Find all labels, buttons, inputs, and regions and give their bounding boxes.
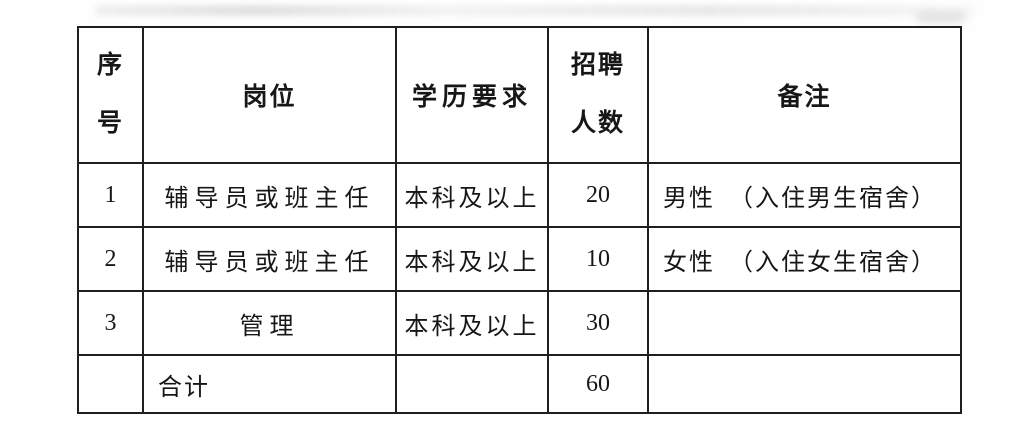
cell-remark: 女性 （入住女生宿舍）: [647, 226, 962, 292]
header-recruit-count-line2: 人数: [570, 110, 625, 137]
table-row-3: 3 管理 本科及以上 30: [77, 290, 962, 356]
recruitment-table: 序 号 岗位 学历要求 招聘 人数 备注 1 辅导员或班主任 本科及以上 20 …: [77, 26, 962, 414]
cell-education: [395, 354, 549, 414]
header-serial-line1: 序: [96, 52, 124, 79]
table-row-total: 合计 60: [77, 354, 962, 414]
cell-serial: 2: [77, 226, 144, 292]
cell-remark: [647, 290, 962, 356]
cell-serial: [77, 354, 144, 414]
cell-headcount: 20: [547, 162, 649, 228]
cell-serial: 1: [77, 162, 144, 228]
scan-artifact-top-right: [916, 12, 966, 24]
cell-headcount: 30: [547, 290, 649, 356]
header-serial-number: 序 号: [77, 26, 144, 164]
cell-position: 管理: [142, 290, 397, 356]
header-remark: 备注: [647, 26, 962, 164]
cell-education: 本科及以上: [395, 226, 549, 292]
cell-position: 辅导员或班主任: [142, 226, 397, 292]
cell-position: 辅导员或班主任: [142, 162, 397, 228]
cell-total-headcount: 60: [547, 354, 649, 414]
cell-education: 本科及以上: [395, 162, 549, 228]
header-education-requirement: 学历要求: [395, 26, 549, 164]
table-row-1: 1 辅导员或班主任 本科及以上 20 男性 （入住男生宿舍）: [77, 162, 962, 228]
cell-education: 本科及以上: [395, 290, 549, 356]
cell-remark: [647, 354, 962, 414]
table-header-row: 序 号 岗位 学历要求 招聘 人数 备注: [77, 26, 962, 164]
header-serial-line2: 号: [96, 110, 124, 137]
cell-total-label: 合计: [142, 354, 397, 414]
cell-headcount: 10: [547, 226, 649, 292]
cell-serial: 3: [77, 290, 144, 356]
header-recruit-count-line1: 招聘: [570, 52, 625, 79]
scan-artifact-top: [95, 5, 975, 16]
header-position: 岗位: [142, 26, 397, 164]
cell-remark: 男性 （入住男生宿舍）: [647, 162, 962, 228]
header-recruit-count: 招聘 人数: [547, 26, 649, 164]
table-row-2: 2 辅导员或班主任 本科及以上 10 女性 （入住女生宿舍）: [77, 226, 962, 292]
